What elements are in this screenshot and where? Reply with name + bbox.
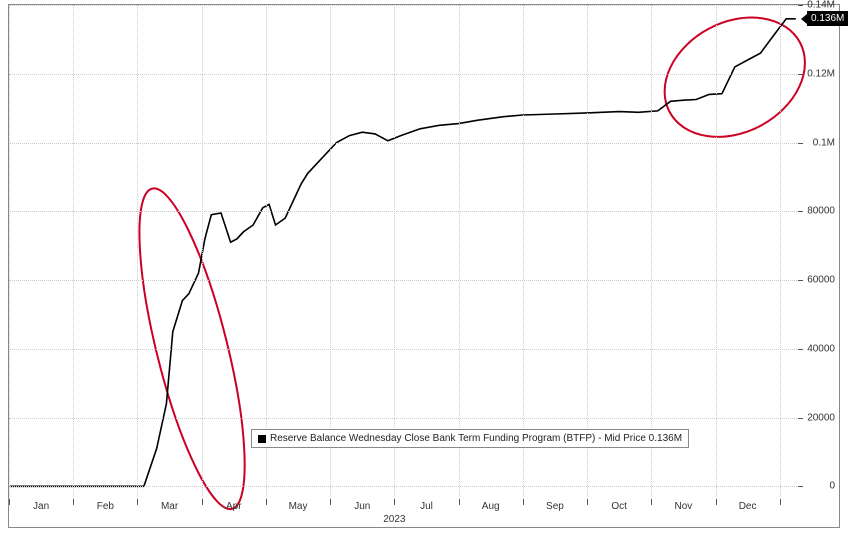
y-tick-label: 0.1M xyxy=(813,137,835,148)
x-tick-label: May xyxy=(289,501,308,512)
x-tick-label: Aug xyxy=(482,501,500,512)
y-tick-label: 0.14M xyxy=(807,0,835,11)
x-tick-label: Jul xyxy=(420,501,433,512)
gridline-h xyxy=(9,280,799,281)
legend-marker-icon xyxy=(258,435,266,443)
gridline-h xyxy=(9,418,799,419)
y-tick-label: 40000 xyxy=(807,343,835,354)
x-tick-label: Dec xyxy=(739,501,757,512)
y-tick-label: 0.12M xyxy=(807,68,835,79)
x-year-label: 2023 xyxy=(383,514,405,525)
gridline-h xyxy=(9,5,799,6)
gridline-v xyxy=(459,5,460,500)
y-tick-label: 20000 xyxy=(807,412,835,423)
gridline-v xyxy=(651,5,652,500)
x-tick-label: Jun xyxy=(354,501,370,512)
gridline-v xyxy=(780,5,781,500)
chart-svg xyxy=(9,5,799,500)
gridline-v xyxy=(523,5,524,500)
y-tick-label: 80000 xyxy=(807,206,835,217)
gridline-v xyxy=(266,5,267,500)
x-tick-label: Feb xyxy=(97,501,114,512)
gridline-v xyxy=(394,5,395,500)
gridline-h xyxy=(9,486,799,487)
y-tick-label: 60000 xyxy=(807,275,835,286)
legend-text: Reserve Balance Wednesday Close Bank Ter… xyxy=(270,433,682,444)
gridline-v xyxy=(137,5,138,500)
gridline-v xyxy=(716,5,717,500)
gridline-v xyxy=(73,5,74,500)
gridline-h xyxy=(9,143,799,144)
gridline-h xyxy=(9,211,799,212)
gridline-v xyxy=(9,5,10,500)
gridline-v xyxy=(202,5,203,500)
y-axis: 0200004000060000800000.1M0.12M0.14M xyxy=(797,5,839,500)
gridline-h xyxy=(9,349,799,350)
x-tick-label: Jan xyxy=(33,501,49,512)
gridline-v xyxy=(330,5,331,500)
y-tick-label: 0 xyxy=(829,481,835,492)
x-tick-label: Oct xyxy=(611,501,627,512)
plot-area: Reserve Balance Wednesday Close Bank Ter… xyxy=(9,5,799,500)
gridline-h xyxy=(9,74,799,75)
x-axis: Jan Feb Mar Apr May Jun Jul Aug Sep Oct Nov Dec 2023 xyxy=(9,498,799,527)
x-tick-label: Nov xyxy=(674,501,692,512)
legend: Reserve Balance Wednesday Close Bank Ter… xyxy=(251,429,689,448)
x-tick-label: Mar xyxy=(161,501,178,512)
chart-container: Reserve Balance Wednesday Close Bank Ter… xyxy=(8,4,840,528)
gridline-v xyxy=(587,5,588,500)
x-tick-label: Apr xyxy=(226,501,242,512)
x-tick-label: Sep xyxy=(546,501,564,512)
